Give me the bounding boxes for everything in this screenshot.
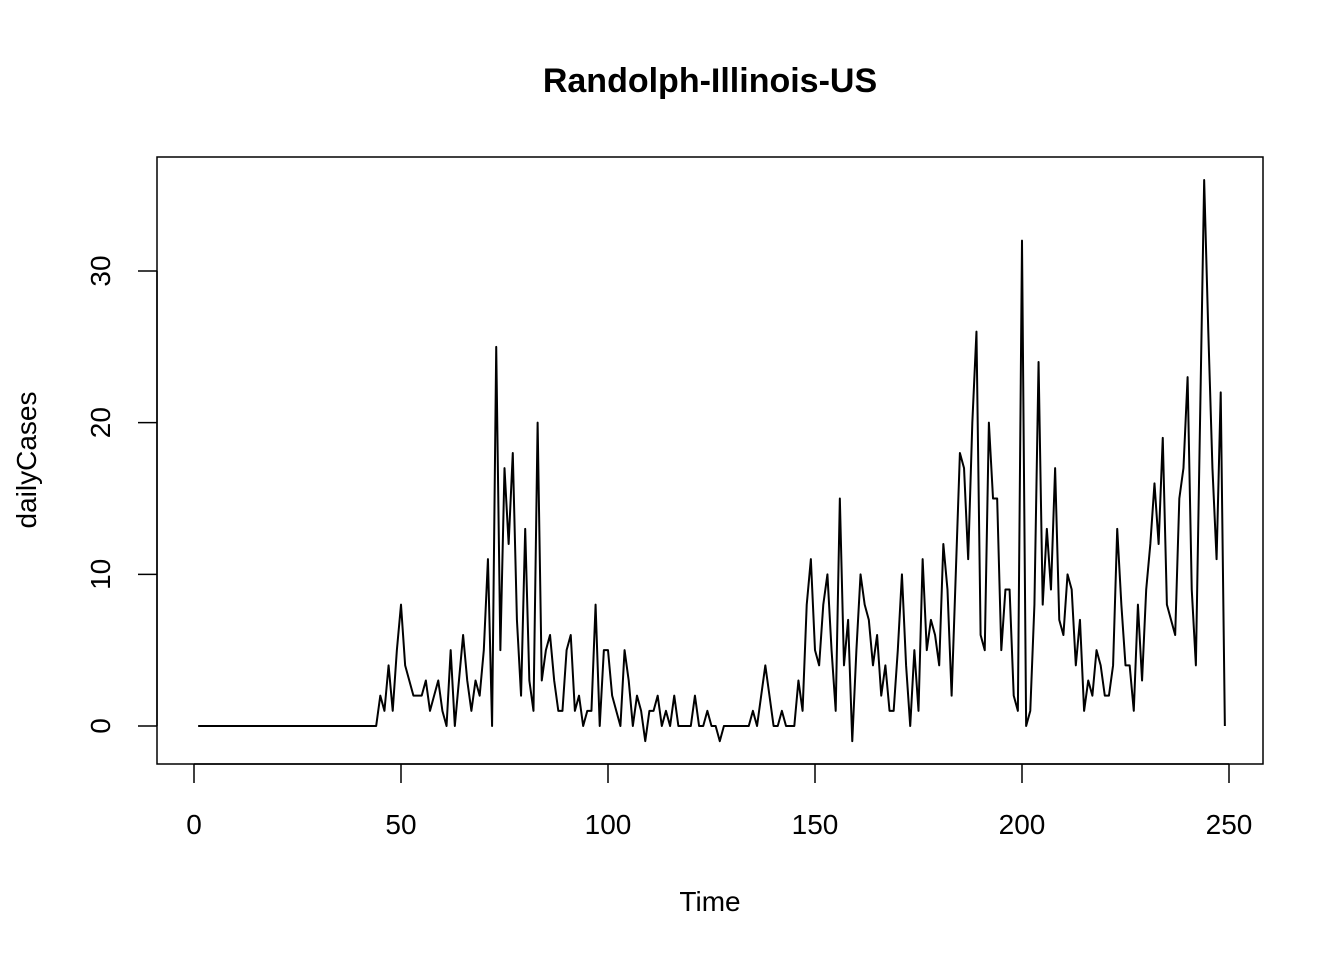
x-tick-label: 50: [385, 809, 416, 840]
y-tick-label: 10: [85, 559, 116, 590]
series-layer: [198, 179, 1226, 743]
x-tick-label: 200: [999, 809, 1046, 840]
chart-title: Randolph-Illinois-US: [543, 62, 877, 100]
y-tick-label: 30: [85, 255, 116, 286]
y-tick-label: 20: [85, 407, 116, 438]
x-tick-label: 100: [585, 809, 632, 840]
y-axis: 0 10 20 30: [85, 255, 158, 734]
series-line: [198, 179, 1226, 743]
x-tick-label: 150: [792, 809, 839, 840]
x-tick-label: 250: [1206, 809, 1253, 840]
x-tick-label: 0: [186, 809, 202, 840]
y-axis-label: dailyCases: [11, 392, 42, 529]
x-axis-label: Time: [679, 886, 740, 917]
y-tick-label: 0: [85, 718, 116, 734]
plot-frame: [156, 156, 1264, 765]
x-axis: 0 50 100 150 200 250: [186, 763, 1253, 840]
